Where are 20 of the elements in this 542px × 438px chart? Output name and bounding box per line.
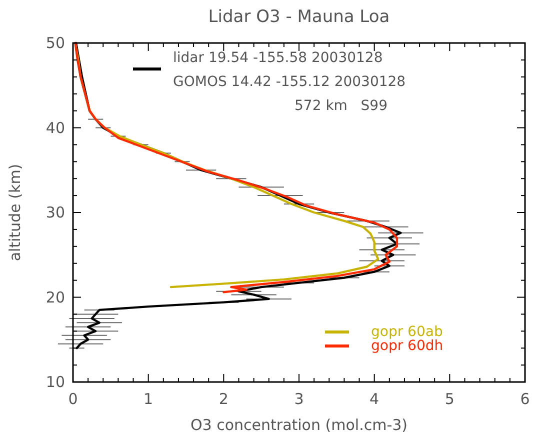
y-tick-label: 20 bbox=[46, 288, 65, 306]
x-tick-label: 3 bbox=[294, 390, 304, 408]
x-tick-label: 6 bbox=[520, 390, 530, 408]
annotation: 572 km S99 bbox=[294, 98, 388, 114]
x-tick-label: 0 bbox=[68, 390, 78, 408]
legend-label: gopr 60ab bbox=[371, 324, 443, 340]
legend-label: gopr 60dh bbox=[371, 338, 444, 354]
chart-title: Lidar O3 - Mauna Loa bbox=[208, 7, 390, 27]
y-axis-title: altitude (km) bbox=[6, 164, 24, 262]
x-tick-label: 2 bbox=[218, 390, 228, 408]
x-tick-label: 1 bbox=[144, 390, 154, 408]
y-tick-label: 40 bbox=[46, 118, 65, 137]
x-tick-label: 5 bbox=[444, 390, 454, 408]
annotation: GOMOS 14.42 -155.12 20030128 bbox=[173, 74, 406, 90]
text: lidar 19.54 -155.58 20030128 bbox=[173, 50, 383, 66]
y-tick-label: 10 bbox=[46, 373, 65, 391]
x-tick-label: 4 bbox=[370, 390, 380, 408]
x-axis-title: O3 concentration (mol.cm-3) bbox=[190, 416, 408, 434]
y-tick-label: 30 bbox=[46, 204, 65, 222]
y-tick-label: 50 bbox=[46, 34, 65, 52]
